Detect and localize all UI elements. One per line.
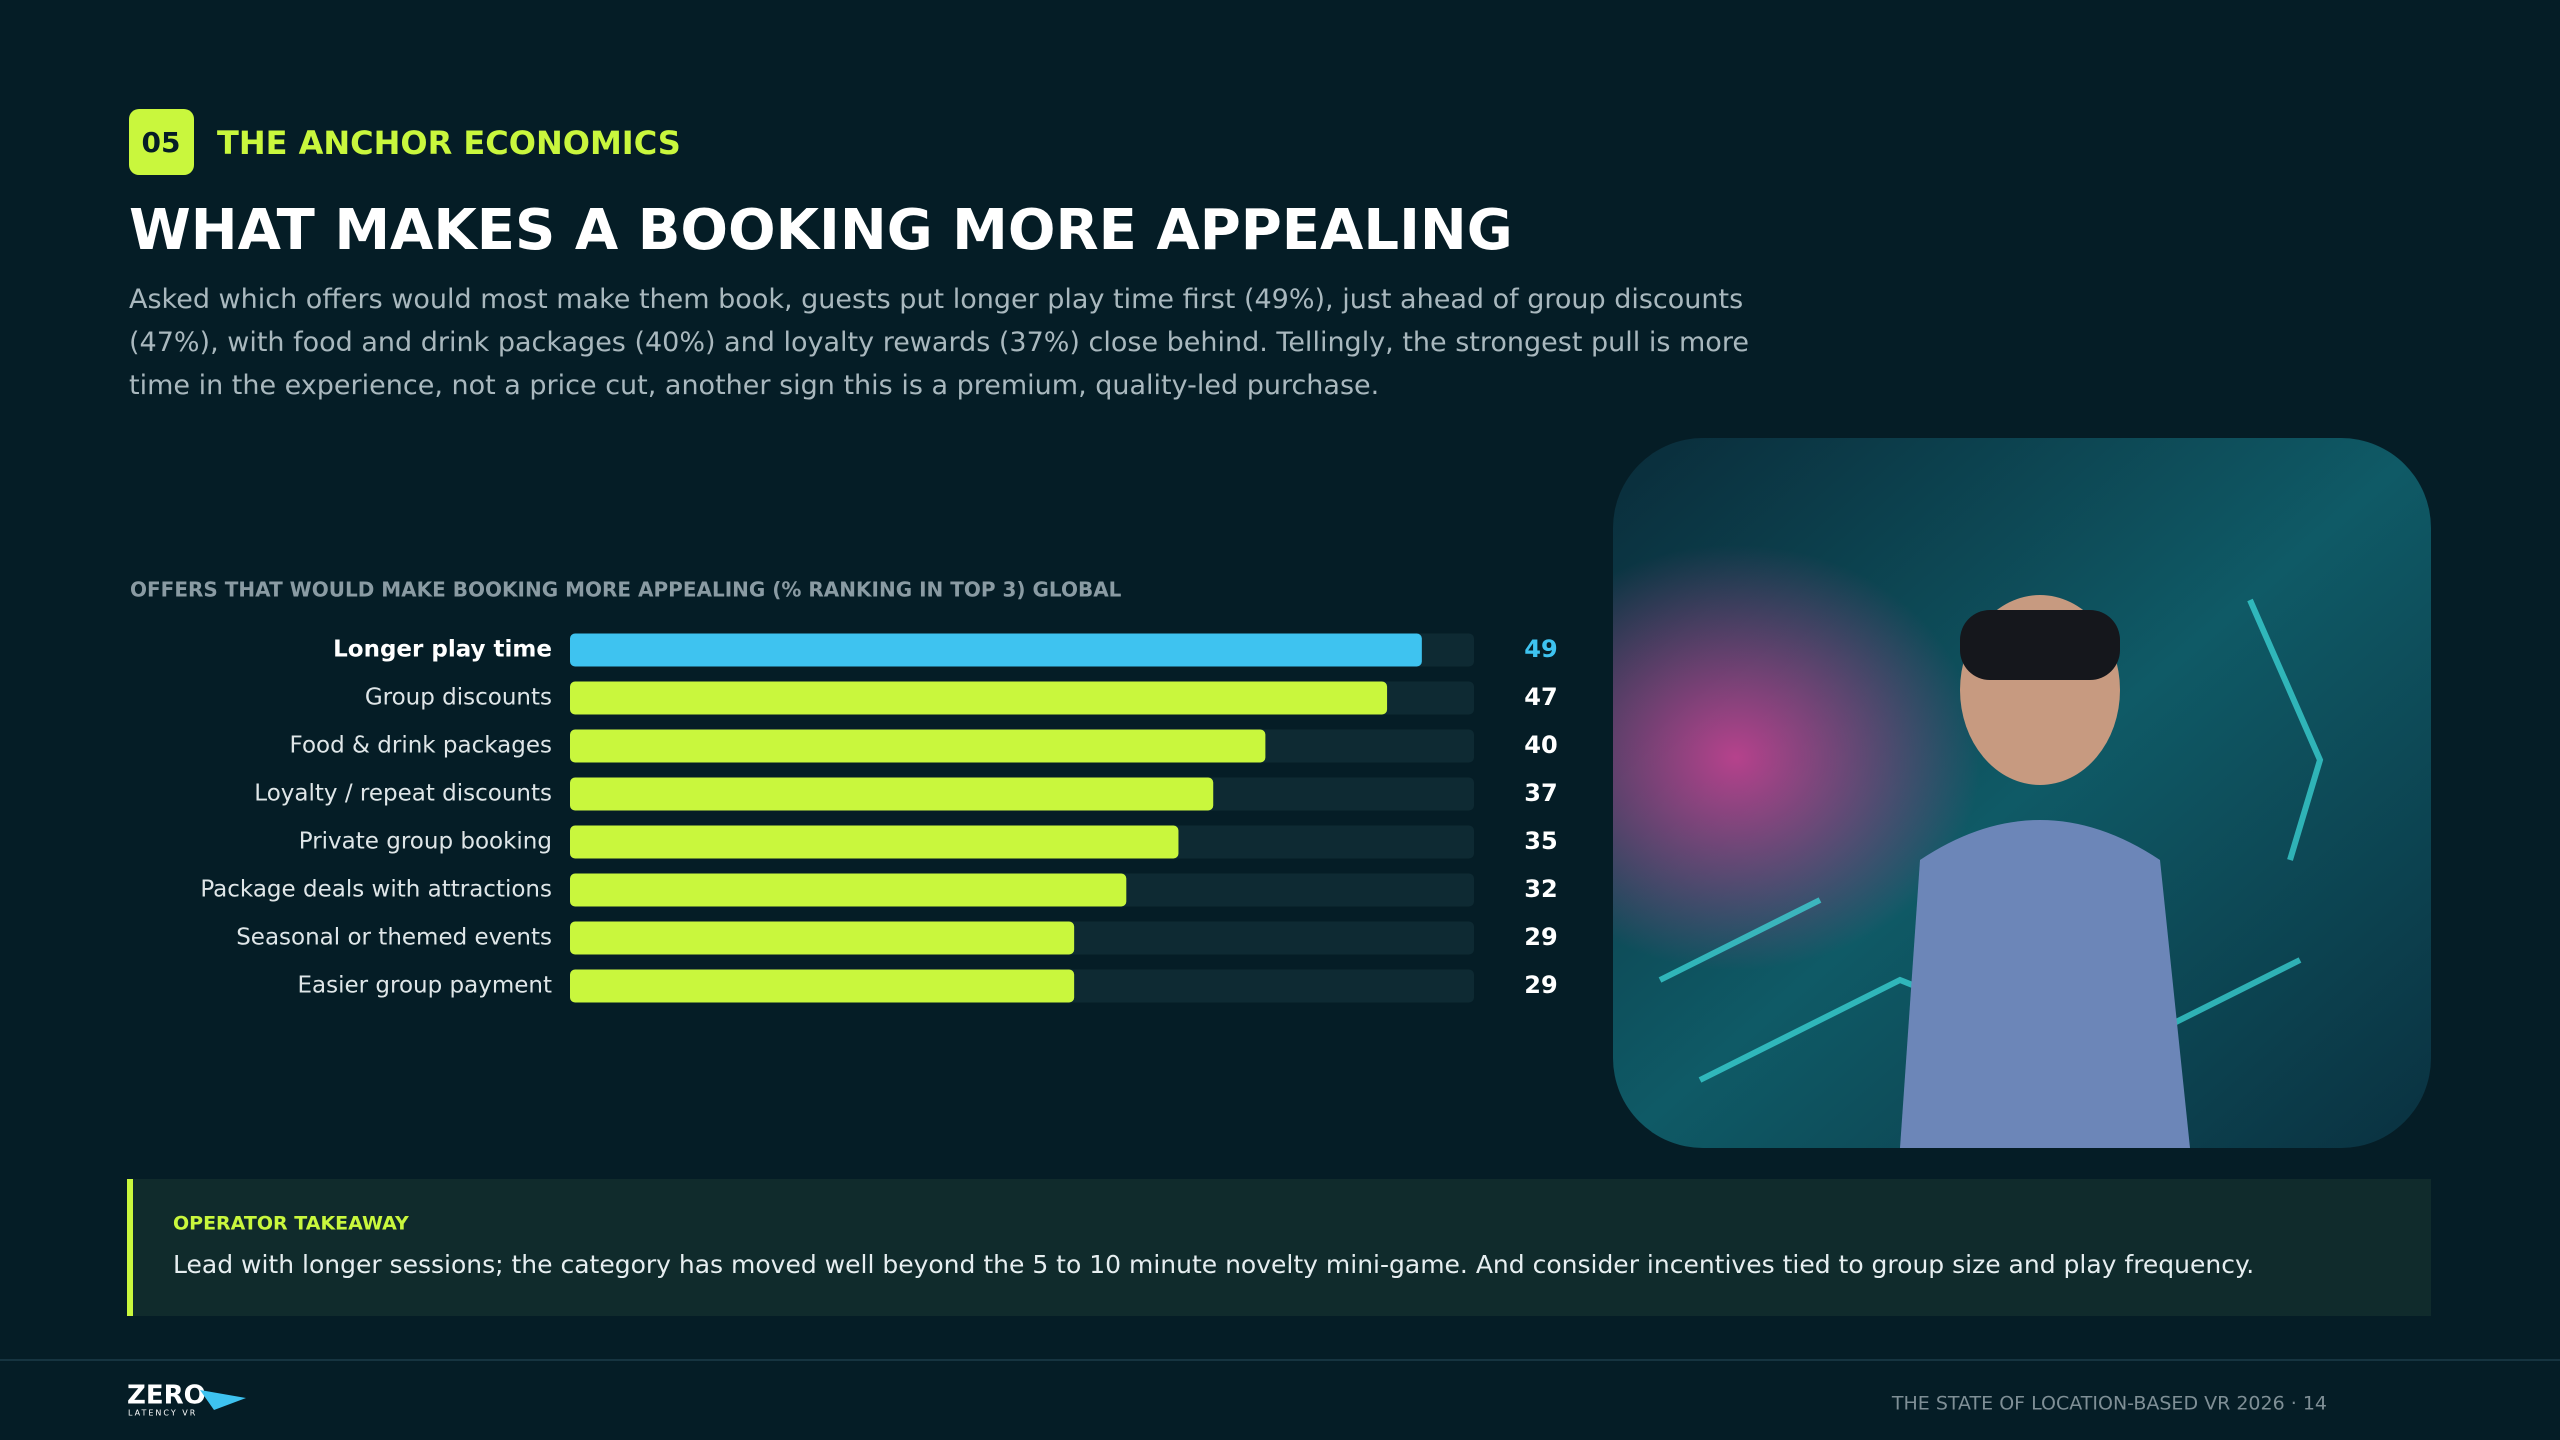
category-label: Food & drink packages	[290, 733, 552, 759]
takeaway-accent	[127, 1179, 133, 1316]
bar	[570, 921, 1075, 955]
intro-box: Asked which offers would most make them …	[129, 284, 1749, 401]
takeaway-label: OPERATOR TAKEAWAY	[173, 1213, 409, 1235]
title: WHAT MAKES A BOOKING MORE APPEALING	[129, 198, 1513, 263]
bar	[570, 873, 1127, 907]
bar	[570, 681, 1388, 715]
value-label: 29	[1524, 971, 1557, 999]
photo-figure-body	[1900, 820, 2190, 1148]
chart-title: OFFERS THAT WOULD MAKE BOOKING MORE APPE…	[130, 578, 1122, 602]
bar	[570, 729, 1266, 763]
bar	[570, 825, 1179, 859]
takeaway-box	[127, 1179, 2431, 1316]
logo-sub: LATENCY VR	[128, 1409, 197, 1418]
photo-headset	[1960, 610, 2120, 680]
badge-text: 05	[142, 126, 181, 159]
badge	[129, 109, 194, 175]
category-label: Group discounts	[365, 685, 552, 711]
bar-chart: Longer play time 49 Group discounts 47 Food …	[200, 633, 1558, 1003]
category-label: Seasonal or themed events	[236, 925, 552, 951]
value-label: 29	[1524, 923, 1557, 951]
bar	[570, 969, 1075, 1003]
bar	[570, 633, 1422, 667]
value-label: 37	[1524, 779, 1557, 807]
value-label: 32	[1524, 875, 1557, 903]
category-label: Easier group payment	[298, 973, 552, 999]
value-label: 47	[1524, 683, 1557, 711]
category-label: Longer play time	[333, 637, 552, 663]
bar	[570, 777, 1214, 811]
section-label: THE ANCHOR ECONOMICS	[217, 124, 681, 162]
takeaway-text: Lead with longer sessions; the category …	[173, 1250, 2254, 1279]
footer-text: THE STATE OF LOCATION-BASED VR 2026 · 14	[1891, 1393, 2327, 1415]
category-label: Package deals with attractions	[200, 877, 552, 903]
logo: ZERO	[127, 1381, 206, 1411]
intro: Asked which offers would most make them …	[129, 284, 1749, 401]
category-label: Loyalty / repeat discounts	[254, 781, 552, 807]
value-label: 49	[1524, 635, 1557, 663]
logo-mark	[200, 1390, 246, 1410]
value-label: 40	[1524, 731, 1557, 759]
photo-glow	[1613, 438, 2431, 1148]
value-label: 35	[1524, 827, 1557, 855]
category-label: Private group booking	[299, 829, 552, 855]
